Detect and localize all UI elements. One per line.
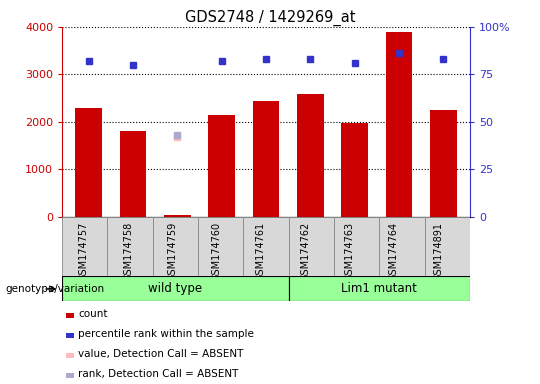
Bar	[66, 313, 73, 318]
Text: GSM174762: GSM174762	[300, 222, 310, 281]
Bar	[430, 110, 456, 217]
Text: rank, Detection Call = ABSENT: rank, Detection Call = ABSENT	[78, 369, 239, 379]
Bar	[386, 31, 412, 217]
Text: wild type: wild type	[148, 283, 202, 295]
Bar	[198, 217, 244, 276]
Text: GSM174891: GSM174891	[433, 222, 443, 281]
Text: count: count	[78, 309, 108, 319]
Bar	[288, 276, 470, 301]
Text: GSM174760: GSM174760	[212, 222, 221, 281]
Bar	[334, 217, 379, 276]
Bar	[244, 217, 288, 276]
Bar	[62, 276, 288, 301]
Bar	[76, 108, 102, 217]
Bar	[107, 217, 153, 276]
Bar	[66, 333, 73, 338]
Text: GDS2748 / 1429269_at: GDS2748 / 1429269_at	[185, 10, 355, 26]
Text: genotype/variation: genotype/variation	[5, 284, 105, 294]
Text: GSM174761: GSM174761	[256, 222, 266, 281]
Text: GSM174759: GSM174759	[167, 222, 177, 281]
Bar	[66, 353, 73, 358]
Text: Lim1 mutant: Lim1 mutant	[341, 283, 417, 295]
Bar	[379, 217, 424, 276]
Text: percentile rank within the sample: percentile rank within the sample	[78, 329, 254, 339]
Bar	[424, 217, 470, 276]
Text: value, Detection Call = ABSENT: value, Detection Call = ABSENT	[78, 349, 244, 359]
Bar	[297, 94, 323, 217]
Bar	[120, 131, 146, 217]
Bar	[66, 372, 73, 378]
Bar	[253, 101, 279, 217]
Bar	[164, 215, 191, 217]
Bar	[208, 115, 235, 217]
Bar	[288, 217, 334, 276]
Bar	[341, 123, 368, 217]
Text: GSM174757: GSM174757	[79, 222, 89, 281]
Text: GSM174763: GSM174763	[345, 222, 355, 281]
Text: GSM174764: GSM174764	[389, 222, 399, 281]
Bar	[153, 217, 198, 276]
Bar	[62, 217, 107, 276]
Text: GSM174758: GSM174758	[123, 222, 133, 281]
